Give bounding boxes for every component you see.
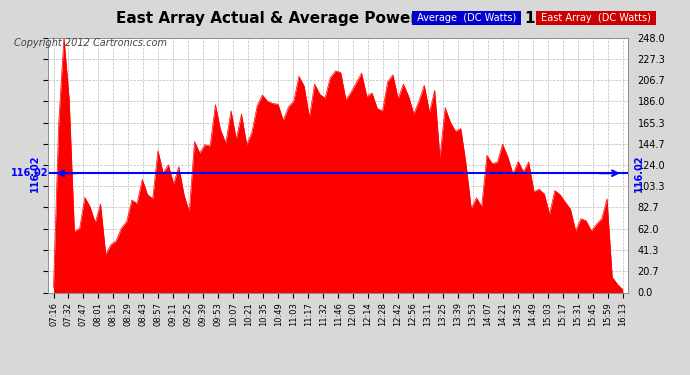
Text: 116.02: 116.02 (30, 154, 40, 192)
Text: 116.02: 116.02 (633, 154, 644, 192)
Text: 116.02: 116.02 (11, 168, 48, 178)
Text: East Array  (DC Watts): East Array (DC Watts) (538, 13, 654, 23)
Text: East Array Actual & Average Power Sun Dec 23 16:23: East Array Actual & Average Power Sun De… (116, 11, 574, 26)
Text: Average  (DC Watts): Average (DC Watts) (414, 13, 520, 23)
Text: Copyright 2012 Cartronics.com: Copyright 2012 Cartronics.com (14, 38, 167, 48)
